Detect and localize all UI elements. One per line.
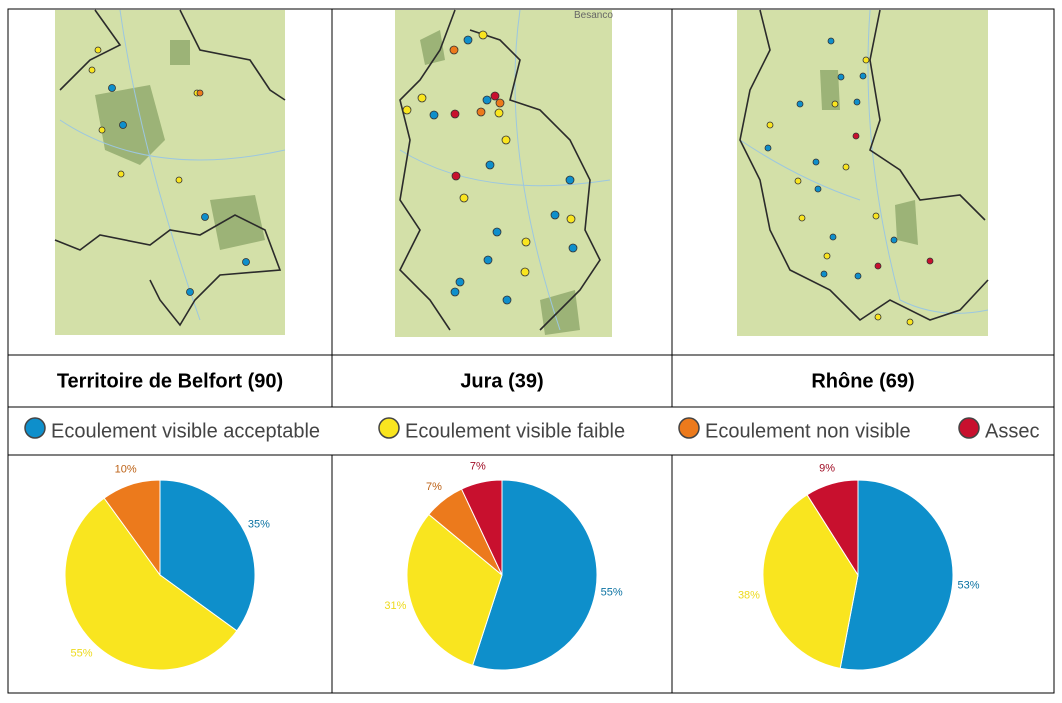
data-label: 10%: [115, 463, 137, 475]
chart-title: Territoire de Belfort (90): [57, 370, 283, 392]
map-rhone: [737, 9, 989, 336]
chart-title: Rhône (69): [811, 370, 914, 392]
data-label: 53%: [957, 579, 979, 591]
legend-label: Assec: [985, 420, 1039, 442]
charts: Ecoulement visible acceptable Ecoulement …: [24, 370, 1039, 671]
data-label: 35%: [248, 519, 270, 531]
map-place-label: Besanco: [574, 10, 613, 21]
data-label: 38%: [738, 590, 760, 602]
pie-slice: [64, 497, 238, 671]
legend-label: Ecoulement visible acceptable: [51, 420, 320, 442]
pie-slice: [472, 479, 598, 671]
pie-slice: [839, 479, 954, 671]
pie-slice: [159, 479, 256, 632]
legend-swatch: [24, 417, 46, 439]
data-label: 7%: [470, 461, 486, 473]
data-label: 7%: [426, 481, 442, 493]
legend-swatch: [378, 417, 400, 439]
legend-label: Ecoulement non visible: [705, 420, 911, 442]
legend-swatch: [958, 417, 980, 439]
map-jura: Besanco: [395, 9, 613, 337]
table-grid: [7, 8, 1055, 694]
legend-label: Ecoulement visible faible: [405, 420, 625, 442]
map-belfort: [54, 9, 286, 335]
pie-slice: [460, 479, 503, 576]
chart-title: Jura (39): [460, 370, 543, 392]
pie-slice: [406, 513, 503, 666]
legend-swatch: [678, 417, 700, 439]
data-label: 55%: [601, 586, 623, 598]
data-label: 55%: [70, 647, 92, 659]
data-label: 31%: [384, 600, 406, 612]
pie-slice: [806, 479, 859, 577]
data-label: 9%: [819, 462, 835, 474]
